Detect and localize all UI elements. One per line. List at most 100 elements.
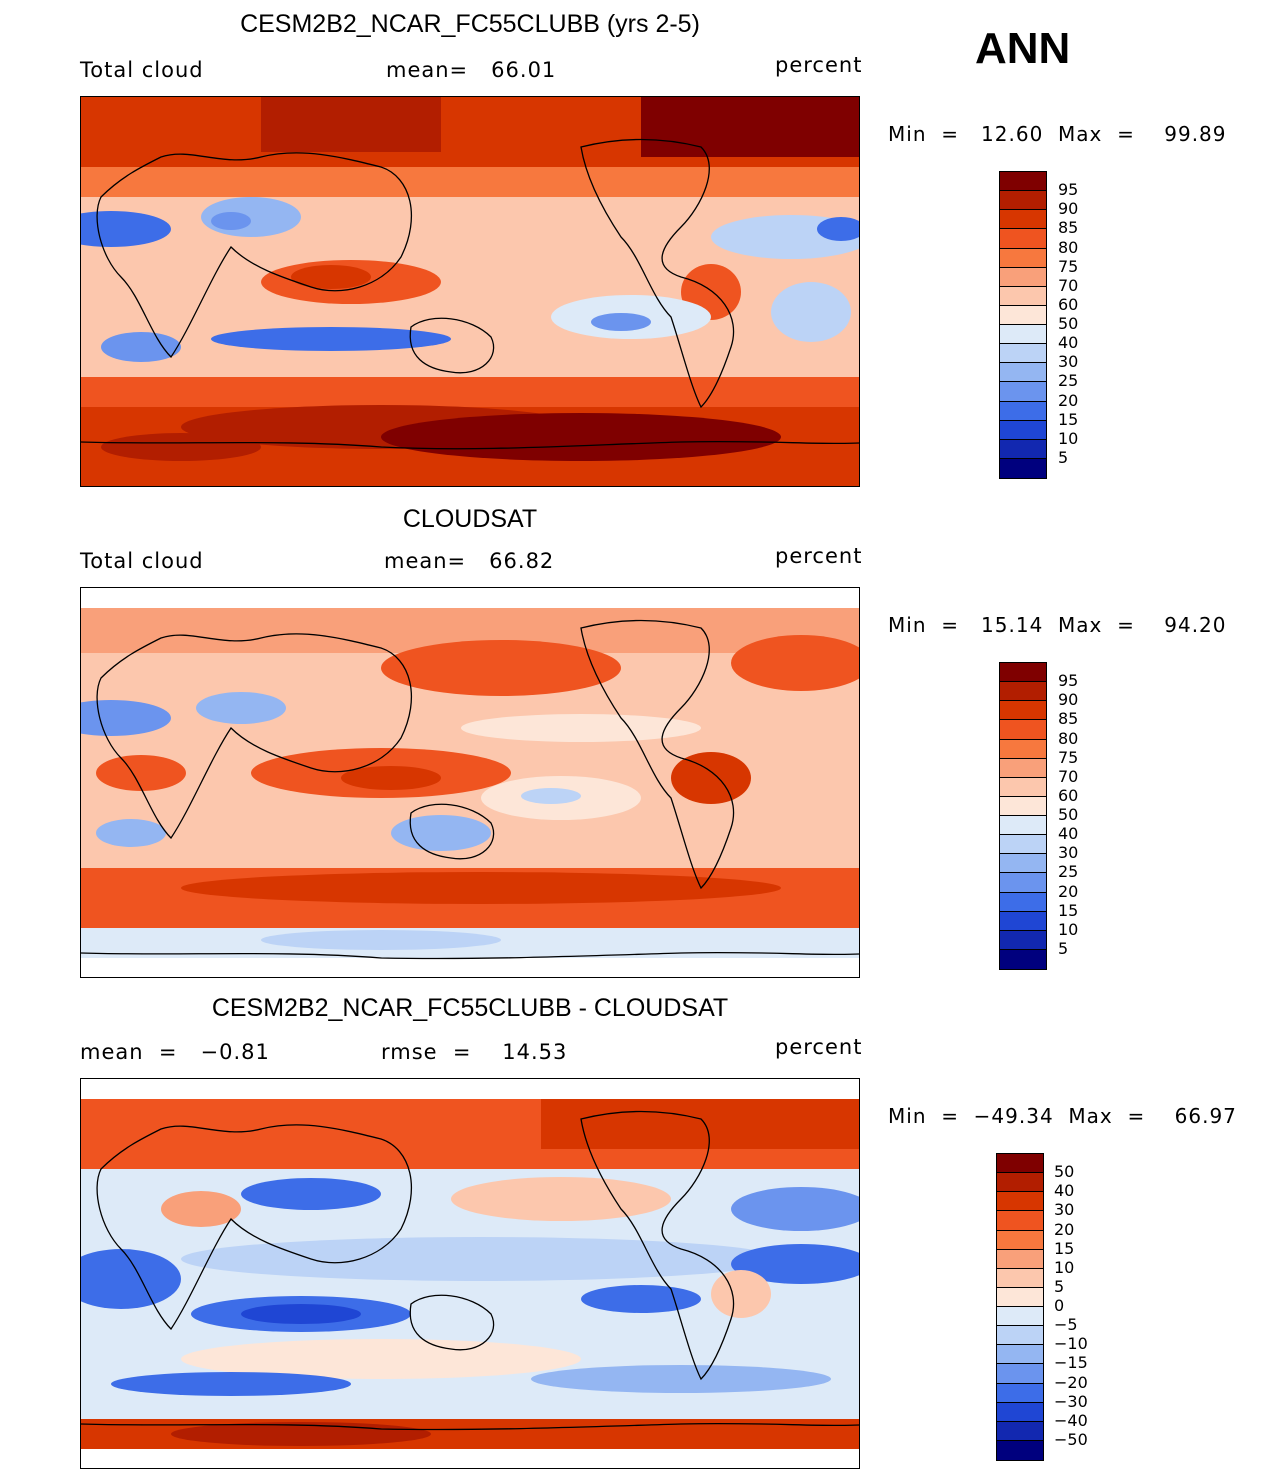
colorbar-label: 5 — [1058, 938, 1069, 958]
colorbar-label: 20 — [1054, 1219, 1075, 1239]
colorbar-swatch — [1000, 854, 1046, 874]
colorbar-label: 60 — [1058, 785, 1079, 805]
colorbar-swatch — [997, 1383, 1043, 1403]
panel2-colorbar-labels: 95 90 85 80 75 70 60 50 40 30 25 20 15 10 5 — [1058, 662, 1118, 968]
colorbar-swatch — [1000, 210, 1046, 230]
colorbar-swatch — [1000, 816, 1046, 836]
panel1-colorbar-labels: 95 90 85 80 75 70 60 50 40 30 25 20 15 10 5 — [1058, 171, 1118, 477]
panel1-variable-label: Total cloud — [80, 58, 204, 82]
colorbar-label: 85 — [1058, 218, 1079, 238]
colorbar-swatch — [1000, 873, 1046, 893]
colorbar-label: 70 — [1058, 275, 1079, 295]
panel2-title: CLOUDSAT — [402, 505, 538, 533]
colorbar-label: 80 — [1058, 237, 1079, 257]
colorbar-label: 50 — [1054, 1162, 1075, 1182]
colorbar-swatch — [997, 1402, 1043, 1422]
colorbar-swatch — [1000, 758, 1046, 778]
colorbar-swatch — [997, 1192, 1043, 1212]
colorbar-swatch — [1000, 949, 1046, 969]
colorbar-label: 15 — [1058, 900, 1079, 920]
colorbar-label: −30 — [1054, 1391, 1088, 1411]
colorbar-swatch — [997, 1154, 1043, 1174]
panel2-map — [80, 587, 860, 978]
colorbar-swatch — [1000, 267, 1046, 287]
colorbar-swatch — [1000, 401, 1046, 421]
colorbar-swatch — [1000, 892, 1046, 912]
panel2-colorbar — [999, 662, 1047, 970]
colorbar-label: 30 — [1058, 352, 1079, 372]
colorbar-label: −50 — [1054, 1429, 1088, 1449]
colorbar-label: 70 — [1058, 766, 1079, 786]
season-label: ANN — [975, 24, 1071, 73]
colorbar-swatch — [1000, 458, 1046, 478]
colorbar-swatch — [1000, 796, 1046, 816]
colorbar-swatch — [1000, 835, 1046, 855]
panel1-colorbar — [999, 171, 1047, 479]
panel1-map — [80, 96, 860, 487]
colorbar-swatch — [1000, 325, 1046, 345]
colorbar-swatch — [997, 1326, 1043, 1346]
colorbar-swatch — [997, 1345, 1043, 1365]
panel2-units-label: percent — [775, 544, 863, 568]
colorbar-swatch — [1000, 344, 1046, 364]
colorbar-swatch — [1000, 439, 1046, 459]
colorbar-label: 30 — [1058, 843, 1079, 863]
colorbar-label: 40 — [1054, 1181, 1075, 1201]
panel3-colorbar — [996, 1153, 1044, 1461]
panel3-map — [80, 1078, 860, 1469]
colorbar-swatch — [997, 1287, 1043, 1307]
panel3-units-label: percent — [775, 1035, 863, 1059]
colorbar-label: 25 — [1058, 862, 1079, 882]
panel2-mean-label: mean= 66.82 — [384, 549, 555, 573]
panel1-units-label: percent — [775, 53, 863, 77]
panel3-colorbar-labels: 50 40 30 20 15 10 5 0 −5 −10 −15 −20 −30 −40 −50 — [1054, 1153, 1114, 1459]
colorbar-swatch — [1000, 286, 1046, 306]
colorbar-swatch — [1000, 363, 1046, 383]
colorbar-label: 50 — [1058, 805, 1079, 824]
colorbar-label: 90 — [1058, 690, 1079, 710]
panel3-mean-label: mean = −0.81 — [80, 1040, 270, 1064]
colorbar-swatch — [1000, 305, 1046, 325]
colorbar-swatch — [1000, 172, 1046, 192]
colorbar-swatch — [997, 1249, 1043, 1269]
colorbar-swatch — [1000, 663, 1046, 683]
colorbar-swatch — [1000, 382, 1046, 402]
colorbar-swatch — [1000, 911, 1046, 931]
colorbar-swatch — [1000, 720, 1046, 740]
colorbar-swatch — [997, 1173, 1043, 1193]
panel2-variable-label: Total cloud — [80, 549, 204, 573]
colorbar-label: 75 — [1058, 747, 1079, 767]
colorbar-label: 90 — [1058, 199, 1079, 219]
colorbar-label: 80 — [1058, 728, 1079, 748]
colorbar-swatch — [997, 1211, 1043, 1231]
colorbar-swatch — [1000, 930, 1046, 950]
colorbar-swatch — [997, 1440, 1043, 1460]
colorbar-swatch — [1000, 777, 1046, 797]
colorbar-swatch — [1000, 420, 1046, 440]
panel1-mean-label: mean= 66.01 — [386, 58, 557, 82]
colorbar-label: 50 — [1058, 314, 1079, 333]
colorbar-swatch — [997, 1364, 1043, 1384]
panel1-title: CESM2B2_NCAR_FC55CLUBB (yrs 2-5) — [240, 10, 700, 38]
colorbar-label: 0 — [1054, 1296, 1065, 1315]
panel2-minmax: Min = 15.14 Max = 94.20 — [888, 613, 1227, 637]
colorbar-label: 5 — [1054, 1276, 1065, 1296]
colorbar-label: −15 — [1054, 1353, 1088, 1373]
colorbar-label: 10 — [1058, 919, 1079, 939]
panel3-minmax: Min = −49.34 Max = 66.97 — [888, 1104, 1237, 1128]
colorbar-label: 20 — [1058, 881, 1079, 901]
colorbar-label: 15 — [1058, 409, 1079, 429]
panel1-minmax: Min = 12.60 Max = 99.89 — [888, 122, 1227, 146]
colorbar-label: 15 — [1054, 1238, 1075, 1258]
colorbar-swatch — [1000, 191, 1046, 211]
colorbar-swatch — [1000, 229, 1046, 249]
colorbar-label: −20 — [1054, 1372, 1088, 1392]
colorbar-label: 85 — [1058, 709, 1079, 729]
colorbar-swatch — [1000, 701, 1046, 721]
colorbar-swatch — [1000, 682, 1046, 702]
colorbar-label: 20 — [1058, 390, 1079, 410]
colorbar-label: 95 — [1058, 671, 1079, 691]
colorbar-label: 75 — [1058, 256, 1079, 276]
colorbar-swatch — [1000, 248, 1046, 268]
colorbar-label: 25 — [1058, 371, 1079, 391]
